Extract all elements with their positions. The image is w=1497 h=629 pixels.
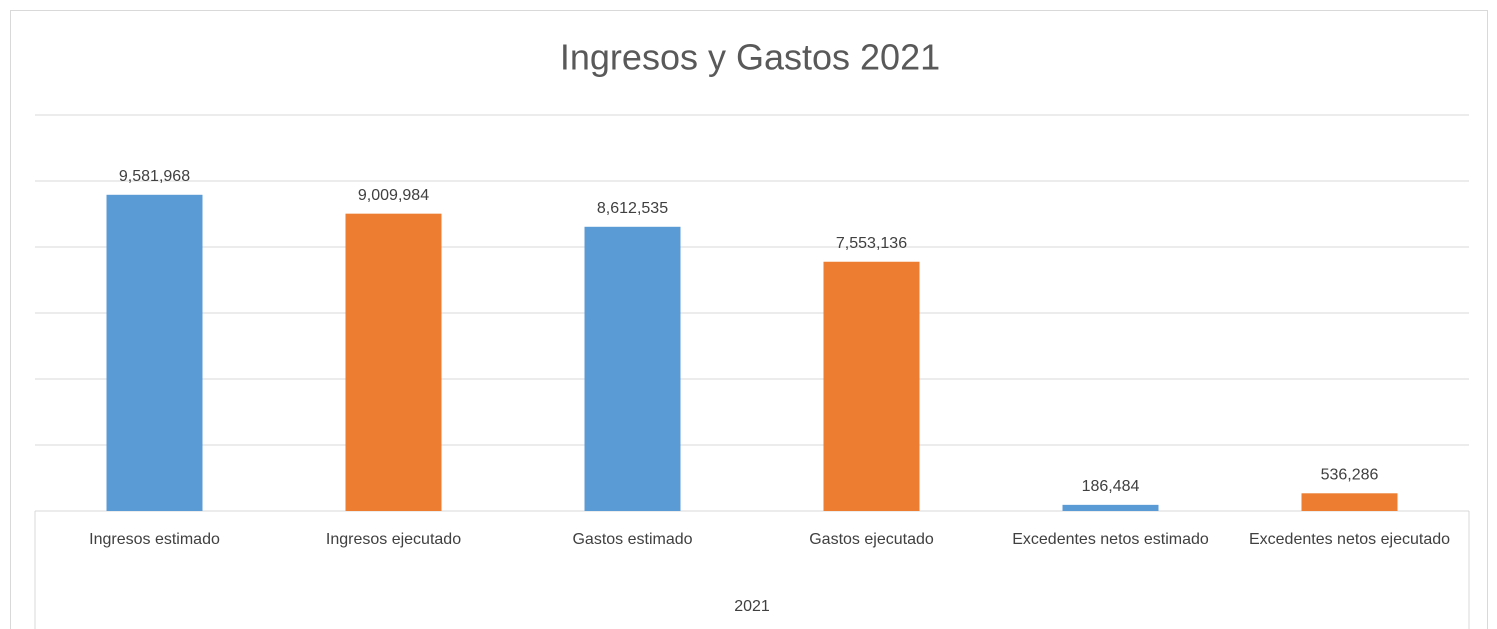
x-tick-label: Gastos ejecutado bbox=[809, 531, 934, 548]
data-label: 536,286 bbox=[1321, 467, 1379, 484]
group-label: 2021 bbox=[734, 598, 770, 615]
data-label: 186,484 bbox=[1082, 478, 1140, 495]
x-tick-label: Excedentes netos ejecutado bbox=[1248, 531, 1451, 548]
data-label: 7,553,136 bbox=[836, 235, 907, 252]
data-label: 9,009,984 bbox=[358, 187, 429, 204]
bar bbox=[1301, 493, 1398, 511]
bar bbox=[345, 213, 442, 511]
bar bbox=[106, 194, 203, 512]
data-label: 8,612,535 bbox=[597, 200, 668, 217]
bar bbox=[1062, 504, 1159, 511]
x-tick-label: Excedentes netos estimado bbox=[1012, 531, 1209, 548]
chart-border bbox=[10, 10, 1488, 629]
chart-title: Ingresos y Gastos 2021 bbox=[560, 37, 940, 78]
bar bbox=[823, 261, 920, 511]
bar bbox=[584, 226, 681, 511]
x-tick-label: Ingresos ejecutado bbox=[325, 531, 462, 548]
x-tick-label: Ingresos estimado bbox=[89, 531, 220, 548]
x-tick-label: Gastos estimado bbox=[572, 531, 693, 548]
data-label: 9,581,968 bbox=[119, 168, 190, 185]
